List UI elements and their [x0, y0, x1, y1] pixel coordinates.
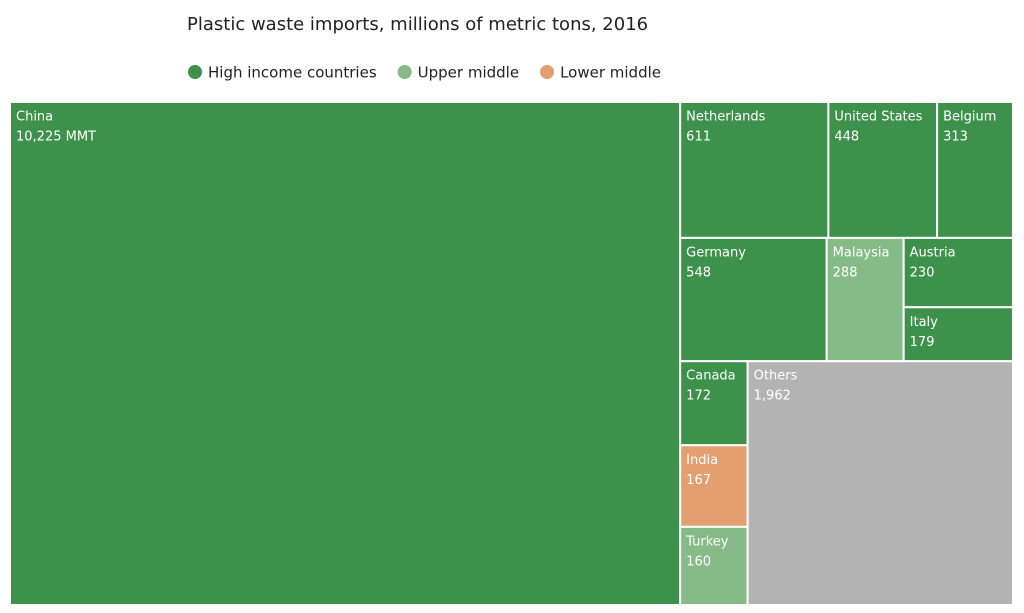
legend-marker	[397, 65, 412, 79]
treemap-cell	[936, 101, 1014, 239]
cell-name: Germany	[686, 245, 746, 260]
treemap-cell	[9, 101, 682, 606]
cell-name: Turkey	[685, 534, 729, 549]
cell-name: China	[16, 110, 53, 125]
legend-label: Upper middle	[418, 64, 519, 82]
legend-label: High income countries	[208, 64, 377, 82]
cell-value: 10,225 MMT	[16, 130, 96, 145]
cell-value: 611	[686, 130, 711, 145]
treemap-cell	[827, 101, 939, 239]
chart-title: Plastic waste imports, millions of metri…	[187, 14, 648, 35]
treemap-cell	[902, 236, 1015, 309]
legend-label: Lower middle	[560, 64, 661, 82]
cell-value: 160	[686, 554, 711, 569]
treemap-cell	[679, 236, 828, 363]
cell-name: Belgium	[943, 110, 996, 125]
cell-name: Italy	[910, 315, 939, 330]
legend-marker	[540, 65, 555, 79]
cell-value: 172	[686, 389, 711, 404]
cell-name: Austria	[910, 245, 956, 260]
treemap-cell	[679, 525, 749, 606]
cell-name: India	[686, 453, 718, 468]
cell-value: 179	[910, 335, 935, 350]
treemap-cell	[679, 101, 830, 239]
cell-name: United States	[834, 110, 922, 125]
cell-name: Netherlands	[686, 110, 765, 125]
cell-name: Canada	[686, 369, 735, 384]
cell-value: 288	[833, 265, 858, 280]
cell-value: 1,962	[754, 389, 791, 404]
cell-value: 448	[834, 130, 859, 145]
cell-value: 548	[686, 265, 711, 280]
cell-name: Others	[754, 369, 798, 384]
legend-marker	[188, 65, 202, 79]
cell-value: 230	[910, 265, 935, 280]
cell-name: Malaysia	[833, 245, 890, 260]
treemap-cell	[746, 360, 1014, 606]
cell-value: 313	[943, 130, 968, 145]
treemap-cell	[679, 360, 749, 447]
cell-value: 167	[686, 473, 711, 488]
